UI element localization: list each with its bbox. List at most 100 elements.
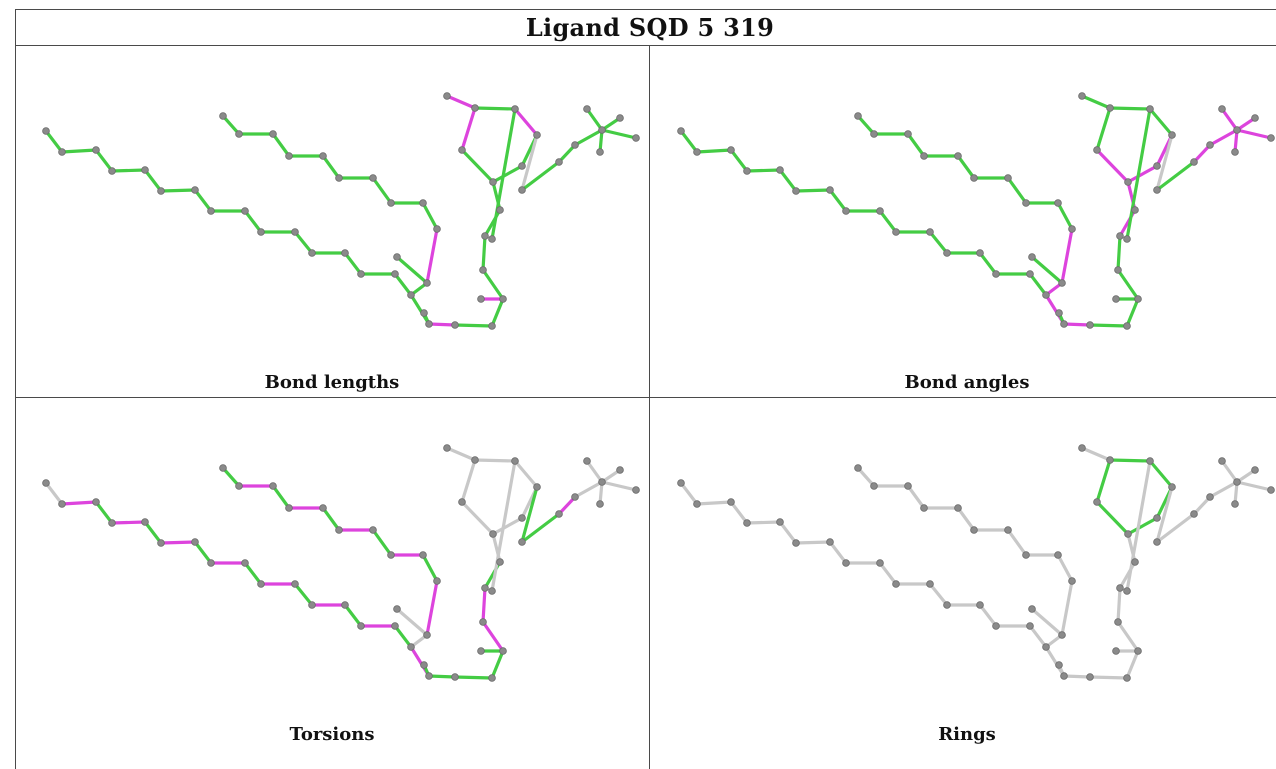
atom [451, 673, 459, 681]
bond [729, 500, 749, 525]
atom [992, 622, 1000, 630]
atom [191, 538, 199, 546]
bond [1148, 459, 1174, 489]
bond [271, 132, 291, 158]
atom [1124, 530, 1132, 538]
atom [571, 141, 579, 149]
bond [395, 255, 429, 285]
atom [943, 249, 951, 257]
bond [956, 154, 976, 180]
bond [473, 106, 517, 111]
atom [393, 605, 401, 613]
atom [518, 538, 526, 546]
atom [1106, 456, 1114, 464]
bond [1095, 148, 1130, 184]
atom [943, 601, 951, 609]
bond [1060, 579, 1074, 637]
frame-left [15, 9, 16, 769]
atom [776, 518, 784, 526]
atom [419, 551, 427, 559]
atom [632, 134, 640, 142]
atom [583, 105, 591, 113]
atom [1022, 199, 1030, 207]
atom [826, 538, 834, 546]
atom [308, 601, 316, 609]
atom [1153, 186, 1161, 194]
bond [600, 128, 638, 140]
atom [1028, 605, 1036, 613]
bond [445, 94, 477, 110]
bond [585, 107, 604, 132]
atom [207, 559, 215, 567]
atom [598, 478, 606, 486]
bond [193, 188, 213, 213]
atom [369, 174, 377, 182]
bond [695, 148, 733, 154]
bond [490, 297, 505, 328]
atom [499, 295, 507, 303]
bond [828, 188, 848, 213]
atom [257, 580, 265, 588]
bond [460, 500, 495, 536]
bond [729, 148, 749, 173]
atom [727, 146, 735, 154]
bond [745, 168, 782, 173]
bond [395, 607, 429, 637]
bond [243, 209, 263, 234]
atom [269, 482, 277, 490]
bond [371, 176, 393, 205]
atom [496, 206, 504, 214]
atom [341, 249, 349, 257]
bond [794, 540, 832, 545]
bond [193, 540, 213, 565]
bond [1126, 516, 1159, 536]
bond [1116, 268, 1140, 301]
atom [677, 479, 685, 487]
atom [1055, 661, 1063, 669]
atom [451, 321, 459, 329]
atom [423, 631, 431, 639]
atom [391, 270, 399, 278]
molecule-rings [677, 444, 1275, 682]
frame-top [15, 9, 1276, 10]
atom [471, 456, 479, 464]
atom [616, 466, 624, 474]
bond [1062, 674, 1092, 679]
bond [878, 561, 898, 586]
atom [870, 130, 878, 138]
bond [513, 107, 539, 137]
atom [488, 674, 496, 682]
bond [243, 561, 263, 586]
bond [513, 459, 539, 489]
bond [1126, 164, 1159, 184]
atom [308, 249, 316, 257]
bond [1108, 458, 1152, 463]
bond [1155, 485, 1174, 544]
atom [357, 270, 365, 278]
atom [727, 498, 735, 506]
atom [471, 104, 479, 112]
atom [235, 130, 243, 138]
bond [1192, 495, 1212, 516]
atom [1116, 232, 1124, 240]
atom [141, 518, 149, 526]
atom [207, 207, 215, 215]
bond [1235, 128, 1273, 140]
atom [1206, 493, 1214, 501]
atom [1004, 526, 1012, 534]
atom [219, 464, 227, 472]
atom [970, 526, 978, 534]
atom [854, 464, 862, 472]
atom [1233, 478, 1241, 486]
bond [1056, 201, 1074, 231]
atom [335, 174, 343, 182]
bond [520, 160, 561, 192]
atom [1233, 126, 1241, 134]
frame-center-divider [649, 45, 650, 769]
bond [481, 234, 487, 272]
atom [58, 148, 66, 156]
atom [42, 479, 50, 487]
atom [533, 483, 541, 491]
bond [1030, 255, 1064, 285]
atom [425, 672, 433, 680]
